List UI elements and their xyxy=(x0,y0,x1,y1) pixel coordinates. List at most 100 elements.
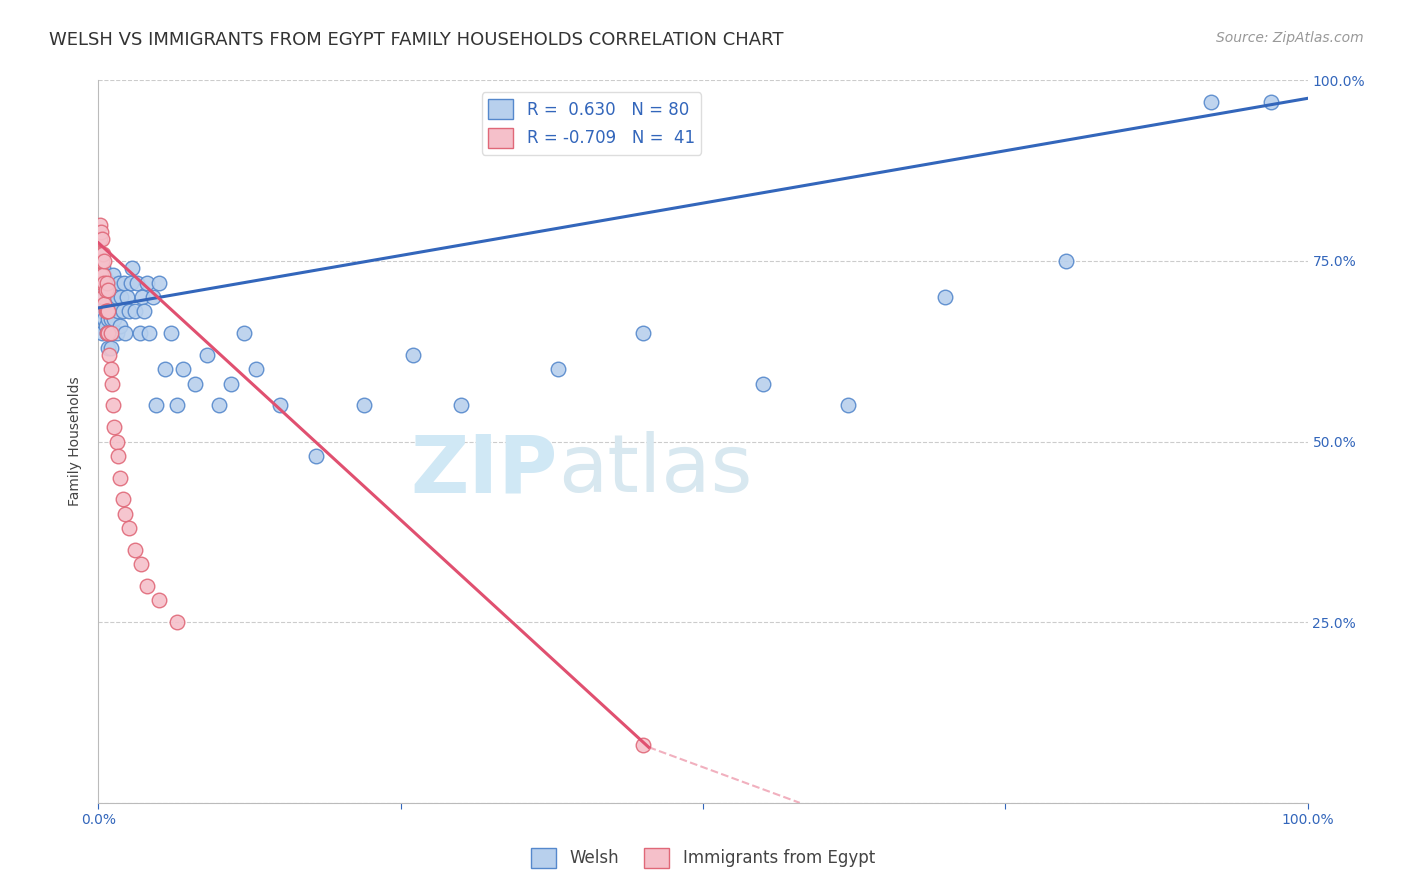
Point xyxy=(148,276,170,290)
Point xyxy=(138,326,160,340)
Point xyxy=(93,311,115,326)
Point xyxy=(101,304,124,318)
Point xyxy=(100,376,122,391)
Point xyxy=(118,304,141,318)
Point xyxy=(112,276,135,290)
Point xyxy=(120,276,142,290)
Point xyxy=(153,362,176,376)
Point xyxy=(100,326,122,340)
Text: WELSH VS IMMIGRANTS FROM EGYPT FAMILY HOUSEHOLDS CORRELATION CHART: WELSH VS IMMIGRANTS FROM EGYPT FAMILY HO… xyxy=(49,31,783,49)
Point xyxy=(110,290,132,304)
Point xyxy=(89,290,111,304)
Point xyxy=(1260,95,1282,109)
Point xyxy=(148,593,170,607)
Point xyxy=(245,362,267,376)
Point xyxy=(114,326,136,340)
Point xyxy=(96,326,118,340)
Point xyxy=(91,268,114,283)
Point xyxy=(450,398,472,412)
Point xyxy=(232,326,254,340)
Point xyxy=(128,326,150,340)
Point xyxy=(107,304,129,318)
Point xyxy=(837,398,859,412)
Point xyxy=(101,398,124,412)
Point xyxy=(124,304,146,318)
Point xyxy=(98,304,121,318)
Text: Source: ZipAtlas.com: Source: ZipAtlas.com xyxy=(1216,31,1364,45)
Point xyxy=(97,283,120,297)
Point xyxy=(208,398,231,412)
Point xyxy=(91,290,114,304)
Point xyxy=(221,376,243,391)
Point xyxy=(114,507,136,521)
Point xyxy=(90,225,112,239)
Point xyxy=(93,268,115,283)
Point xyxy=(90,304,112,318)
Point xyxy=(121,261,143,276)
Point xyxy=(89,232,111,246)
Point xyxy=(305,449,328,463)
Point xyxy=(93,290,115,304)
Point xyxy=(97,311,120,326)
Point xyxy=(97,304,120,318)
Point xyxy=(117,290,139,304)
Point xyxy=(100,311,122,326)
Point xyxy=(105,290,128,304)
Point xyxy=(90,268,112,283)
Point xyxy=(166,398,188,412)
Point xyxy=(135,579,157,593)
Point xyxy=(100,341,122,355)
Point xyxy=(631,326,654,340)
Point xyxy=(631,738,654,752)
Point xyxy=(89,268,111,283)
Point xyxy=(108,276,131,290)
Point xyxy=(91,246,114,260)
Legend: R =  0.630   N = 80, R = -0.709   N =  41: R = 0.630 N = 80, R = -0.709 N = 41 xyxy=(482,92,702,154)
Point xyxy=(94,297,117,311)
Point xyxy=(94,283,117,297)
Point xyxy=(96,297,118,311)
Point xyxy=(135,276,157,290)
Point xyxy=(134,304,156,318)
Point xyxy=(94,318,117,333)
Point xyxy=(96,304,118,318)
Point xyxy=(127,276,149,290)
Point xyxy=(103,420,125,434)
Point xyxy=(118,521,141,535)
Point xyxy=(96,326,118,340)
Point xyxy=(105,326,128,340)
Point xyxy=(124,542,146,557)
Point xyxy=(91,261,114,276)
Point xyxy=(100,276,122,290)
Point xyxy=(97,341,120,355)
Point xyxy=(166,615,188,630)
Point xyxy=(269,398,291,412)
Point xyxy=(131,290,153,304)
Point xyxy=(934,290,956,304)
Point xyxy=(107,449,129,463)
Point xyxy=(101,268,124,283)
Point xyxy=(94,276,117,290)
Point xyxy=(1199,95,1222,109)
Point xyxy=(353,398,375,412)
Point xyxy=(111,492,134,507)
Point xyxy=(195,348,218,362)
Point xyxy=(94,304,117,318)
Legend: Welsh, Immigrants from Egypt: Welsh, Immigrants from Egypt xyxy=(524,841,882,875)
Point xyxy=(111,304,134,318)
Point xyxy=(97,326,120,340)
Point xyxy=(103,283,125,297)
Point xyxy=(91,232,114,246)
Point xyxy=(547,362,569,376)
Point xyxy=(100,290,122,304)
Point xyxy=(752,376,775,391)
Point xyxy=(96,276,118,290)
Point xyxy=(103,311,125,326)
Point xyxy=(172,362,194,376)
Point xyxy=(184,376,207,391)
Point xyxy=(98,348,121,362)
Point xyxy=(91,304,114,318)
Point xyxy=(90,253,112,268)
Text: ZIP: ZIP xyxy=(411,432,558,509)
Point xyxy=(100,326,122,340)
